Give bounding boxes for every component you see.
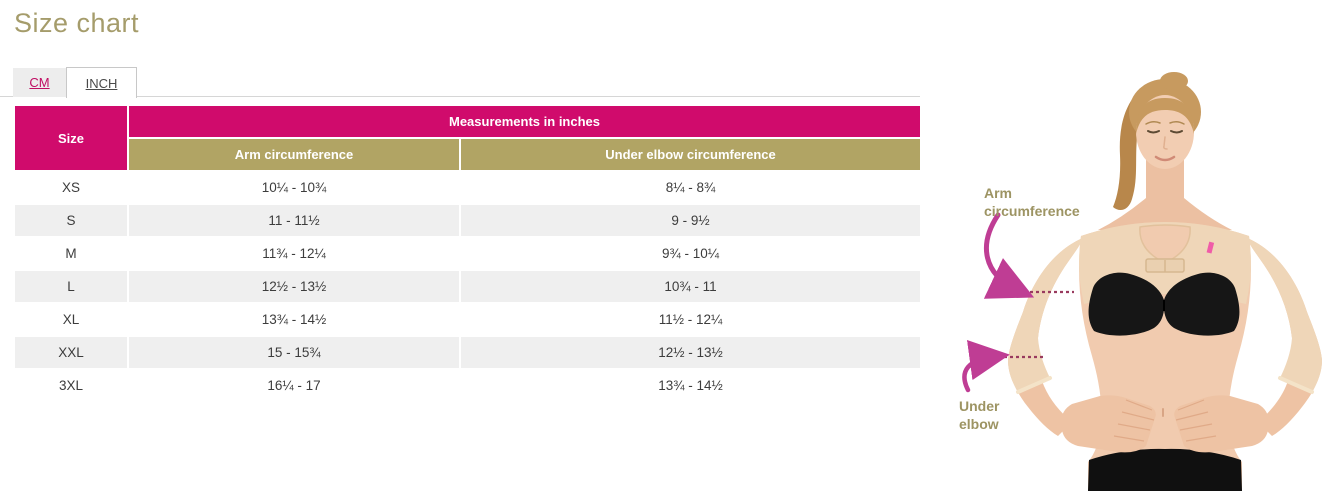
under-elbow-value: 9 - 9½ — [459, 203, 922, 238]
size-cell: L — [13, 269, 129, 304]
size-cell: S — [13, 203, 129, 238]
hair-ponytail — [1113, 82, 1163, 211]
garment-clasp — [1145, 258, 1185, 273]
size-cell: XXL — [13, 335, 129, 370]
table-row: XXL 15 - 15¾ 12½ - 13½ — [13, 335, 922, 370]
measurement-illustration: Arm circumference Under elbow — [950, 60, 1328, 491]
under-elbow-value: 10¾ - 11 — [459, 269, 922, 304]
tab-inch-label: INCH — [85, 75, 118, 91]
table-row: XS 10¼ - 10¾ 8¼ - 8¾ — [13, 170, 922, 205]
arm-value: 16¼ - 17 — [127, 368, 461, 403]
under-elbow-value: 11½ - 12¼ — [459, 302, 922, 337]
table-row: L 12½ - 13½ 10¾ - 11 — [13, 269, 922, 304]
size-table: Size Measurements in inches Arm circumfe… — [13, 104, 922, 403]
face — [1136, 95, 1194, 169]
neck — [1098, 156, 1232, 230]
under-elbow-value: 12½ - 13½ — [459, 335, 922, 370]
neckline — [1139, 224, 1191, 264]
size-cell: 3XL — [13, 368, 129, 403]
table-row: 3XL 16¼ - 17 13¾ - 14½ — [13, 368, 922, 403]
face-features — [1145, 120, 1185, 162]
arm-circumference-header: Arm circumference — [127, 137, 461, 172]
unit-tabs: CM INCH — [0, 67, 920, 98]
under-elbow-value: 13¾ - 14½ — [459, 368, 922, 403]
table-row: M 11¾ - 12¼ 9¾ - 10¼ — [13, 236, 922, 271]
arm-value: 12½ - 13½ — [127, 269, 461, 304]
left-hand — [1061, 395, 1156, 453]
measurements-group-header: Measurements in inches — [127, 104, 922, 139]
table-row: S 11 - 11½ 9 - 9½ — [13, 203, 922, 238]
under-elbow-value: 9¾ - 10¼ — [459, 236, 922, 271]
size-cell: M — [13, 236, 129, 271]
under-elbow-label: Under elbow — [959, 398, 1000, 433]
under-elbow-value: 8¼ - 8¾ — [459, 170, 922, 205]
arm-value: 11 - 11½ — [127, 203, 461, 238]
right-sleeve — [1247, 238, 1322, 392]
arm-value: 10¼ - 10¾ — [127, 170, 461, 205]
under-elbow-arrow-icon — [962, 339, 1010, 393]
arm-value: 13¾ - 14½ — [127, 302, 461, 337]
hair-front — [1136, 98, 1194, 134]
arm-arrow-icon — [983, 212, 1035, 299]
tab-cm[interactable]: CM — [13, 68, 66, 97]
table-row: XL 13¾ - 14½ 11½ - 12¼ — [13, 302, 922, 337]
garment-tag — [1206, 241, 1215, 254]
page-title: Size chart — [14, 8, 140, 38]
right-hand — [1174, 395, 1269, 453]
under-elbow-header: Under elbow circumference — [459, 137, 922, 172]
size-cell: XS — [13, 170, 129, 205]
size-cell: XL — [13, 302, 129, 337]
arm-value: 15 - 15¾ — [127, 335, 461, 370]
size-column-header: Size — [13, 104, 129, 172]
arm-value: 11¾ - 12¼ — [127, 236, 461, 271]
black-bottoms — [1088, 448, 1242, 491]
left-sleeve — [1008, 238, 1083, 392]
tab-inch[interactable]: INCH — [66, 67, 137, 98]
model-photo — [962, 72, 1322, 491]
arm-circumference-label: Arm circumference — [984, 185, 1080, 220]
tab-cm-label: CM — [29, 75, 50, 90]
